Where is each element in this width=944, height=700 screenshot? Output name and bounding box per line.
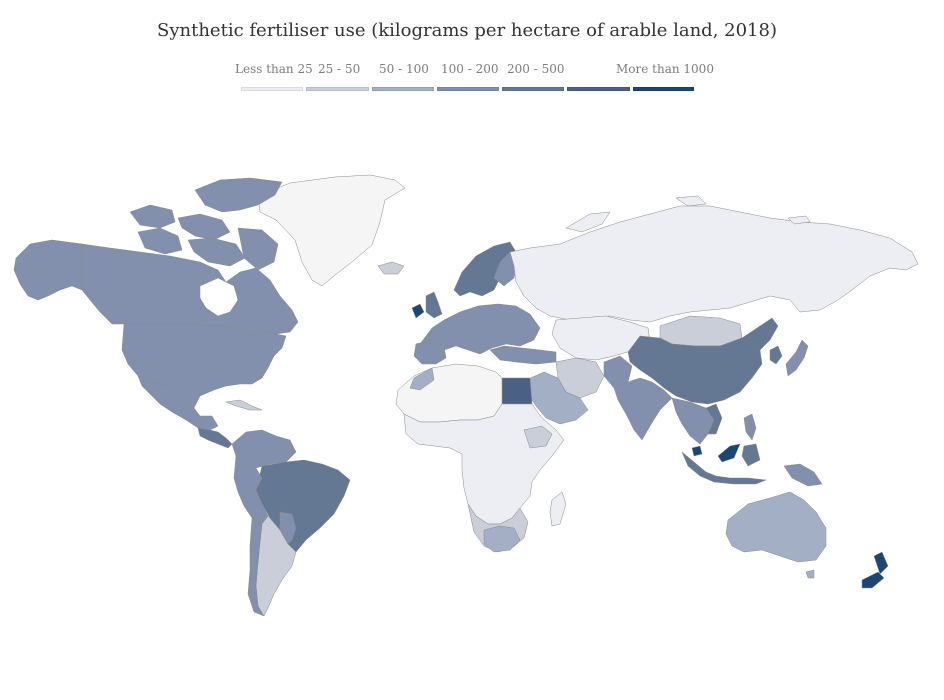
region-egypt[interactable] [501, 377, 533, 405]
legend-swatch-50-100[interactable] [372, 87, 434, 91]
region-tasmania[interactable] [805, 569, 815, 579]
region-indonesia[interactable] [681, 443, 767, 485]
region-iceland[interactable] [377, 261, 405, 275]
region-arabia[interactable] [525, 371, 589, 425]
region-turkey-balkans[interactable] [489, 345, 557, 365]
region-hudson-bay [199, 277, 239, 317]
region-united-states[interactable] [121, 323, 287, 409]
region-north-africa[interactable] [395, 363, 503, 423]
region-australia[interactable] [725, 491, 827, 563]
region-russia[interactable] [509, 205, 919, 323]
legend-swatch-100-200[interactable] [437, 87, 499, 91]
legend-swatch-more-than-1000[interactable] [633, 87, 694, 91]
legend-label-25-50: 25 - 50 [318, 62, 361, 76]
legend-swatch-500-1000[interactable] [567, 87, 630, 91]
legend-label-100-200: 100 - 200 [441, 62, 499, 76]
region-western-europe[interactable] [419, 303, 541, 357]
region-morocco[interactable] [409, 367, 435, 391]
map-title: Synthetic fertiliser use (kilograms per … [157, 20, 777, 41]
region-south-africa[interactable] [483, 525, 521, 553]
region-china[interactable] [627, 317, 779, 405]
region-canada[interactable] [81, 243, 299, 337]
region-papua[interactable] [783, 463, 823, 487]
legend-swatch-25-50[interactable] [306, 87, 369, 91]
region-brazil[interactable] [255, 459, 351, 553]
region-chile[interactable] [247, 517, 265, 617]
region-united-kingdom[interactable] [425, 291, 443, 319]
region-korea[interactable] [769, 345, 783, 365]
region-mexico[interactable] [137, 375, 219, 431]
legend-label-more-than-1000: More than 1000 [616, 62, 714, 76]
region-madagascar[interactable] [549, 491, 567, 527]
region-russia-arctic-islands[interactable] [565, 195, 811, 233]
region-malaysia-borneo[interactable] [691, 443, 741, 463]
region-greenland[interactable] [257, 174, 406, 287]
region-sub-saharan-africa[interactable] [403, 403, 565, 525]
region-cuba[interactable] [225, 399, 263, 411]
region-india[interactable] [613, 377, 673, 441]
region-new-zealand[interactable] [861, 551, 889, 589]
legend-label-200-500: 200 - 500 [507, 62, 565, 76]
region-central-america[interactable] [197, 427, 233, 449]
region-vietnam[interactable] [705, 403, 723, 435]
region-philippines[interactable] [743, 413, 757, 441]
region-southeast-asia[interactable] [671, 397, 715, 445]
region-canada-arctic-islands[interactable] [129, 177, 283, 271]
region-ethiopia[interactable] [523, 425, 553, 449]
region-iberia[interactable] [413, 339, 447, 365]
legend-swatch-less-than-25[interactable] [241, 87, 303, 91]
legend-label-50-100: 50 - 100 [379, 62, 429, 76]
region-mongolia[interactable] [659, 315, 743, 347]
legend-label-less-than-25: Less than 25 [235, 62, 313, 76]
region-ireland[interactable] [411, 303, 425, 319]
region-alaska[interactable] [13, 239, 83, 301]
legend-swatch-200-500[interactable] [502, 87, 564, 91]
region-paraguay-uruguay[interactable] [279, 511, 297, 545]
region-japan[interactable] [785, 339, 809, 377]
